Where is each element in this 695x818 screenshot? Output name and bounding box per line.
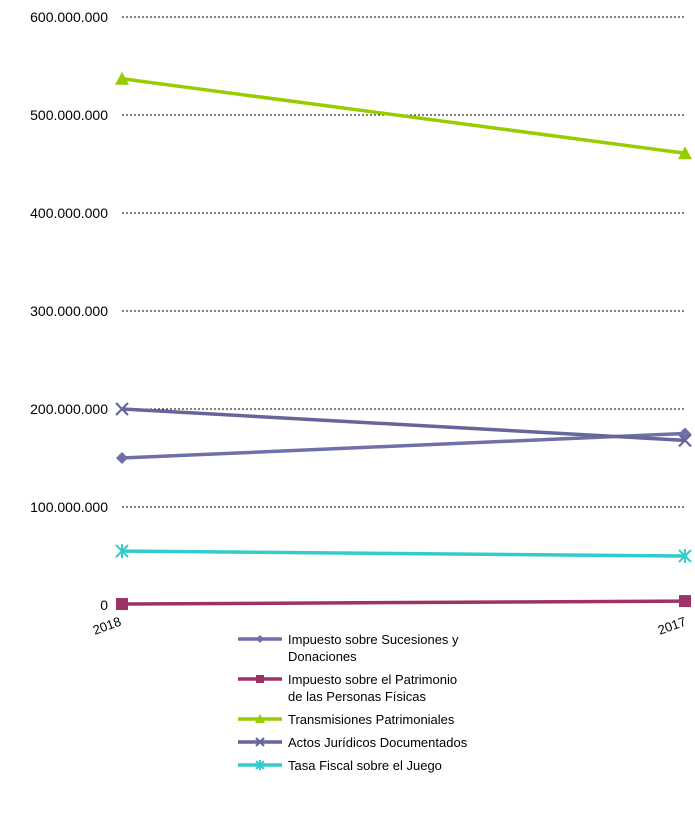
x-tick-label: 2017 xyxy=(656,614,688,638)
y-tick-label: 300.000.000 xyxy=(30,303,108,319)
legend-label: Impuesto sobre Sucesiones y Donaciones xyxy=(288,631,503,665)
legend-item: Tasa Fiscal sobre el Juego xyxy=(236,757,536,774)
y-tick-label: 400.000.000 xyxy=(30,205,108,221)
legend-item: Actos Jurídicos Documentados xyxy=(236,734,536,751)
legend-label-line: de las Personas Físicas xyxy=(288,689,427,704)
data-point-square xyxy=(116,598,128,611)
data-point-square xyxy=(256,675,264,683)
series-lines xyxy=(115,71,692,611)
data-point-triangle xyxy=(255,714,265,723)
legend-label: Tasa Fiscal sobre el Juego xyxy=(288,757,503,774)
legend-label: Actos Jurídicos Documentados xyxy=(288,734,503,751)
series-group xyxy=(115,71,692,160)
series-line xyxy=(121,407,686,443)
data-point-square xyxy=(679,595,691,608)
series-group xyxy=(115,544,692,563)
series-line xyxy=(121,599,686,606)
legend-label-line: Impuesto sobre el Patrimonio xyxy=(288,672,458,687)
data-point-diamond xyxy=(116,452,128,464)
data-point-x xyxy=(115,402,129,416)
data-point-x xyxy=(255,737,265,747)
series-line xyxy=(121,549,686,558)
legend-swatch xyxy=(238,675,282,683)
legend-swatch xyxy=(238,714,282,723)
legend-label-line: Tasa Fiscal sobre el Juego xyxy=(288,758,442,773)
legend-label-line: Transmisiones Patrimoniales xyxy=(288,712,455,727)
y-tick-label: 0 xyxy=(100,597,108,613)
legend-item: Transmisiones Patrimoniales xyxy=(236,711,536,728)
data-point-star xyxy=(115,544,129,559)
y-tick-label: 600.000.000 xyxy=(30,9,108,25)
data-point-star xyxy=(255,760,265,770)
y-tick-label: 100.000.000 xyxy=(30,499,108,515)
legend-label-line: Impuesto sobre Sucesiones y xyxy=(288,632,459,647)
x-tick-label: 2018 xyxy=(91,614,123,638)
legend-item: Impuesto sobre el Patrimonio de las Perso… xyxy=(236,671,536,705)
legend-label: Impuesto sobre el Patrimonio de las Perso… xyxy=(288,671,503,705)
y-tick-label: 500.000.000 xyxy=(30,107,108,123)
legend-swatch xyxy=(238,737,282,747)
data-point-x xyxy=(678,433,692,448)
series-group xyxy=(115,402,692,448)
data-point-diamond xyxy=(256,635,264,643)
legend-label-line: Donaciones xyxy=(288,649,357,664)
legend-item: Impuesto sobre Sucesiones y Donaciones xyxy=(236,631,536,665)
legend-swatch xyxy=(238,760,282,770)
data-point-star xyxy=(678,549,692,563)
y-axis-tick-labels: 0 100.000.000 200.000.000 300.000.000 400.00… xyxy=(30,9,108,613)
legend-label: Transmisiones Patrimoniales xyxy=(288,711,503,728)
series-line xyxy=(121,77,686,155)
series-line xyxy=(121,431,686,460)
series-group xyxy=(116,595,691,611)
data-point-triangle xyxy=(115,71,129,85)
legend-swatch xyxy=(238,635,282,643)
series-group xyxy=(116,427,691,464)
y-tick-label: 200.000.000 xyxy=(30,401,108,417)
legend: Impuesto sobre Sucesiones y Donaciones Imp… xyxy=(236,631,536,780)
legend-label-line: Actos Jurídicos Documentados xyxy=(288,735,468,750)
data-point-triangle xyxy=(678,146,692,160)
